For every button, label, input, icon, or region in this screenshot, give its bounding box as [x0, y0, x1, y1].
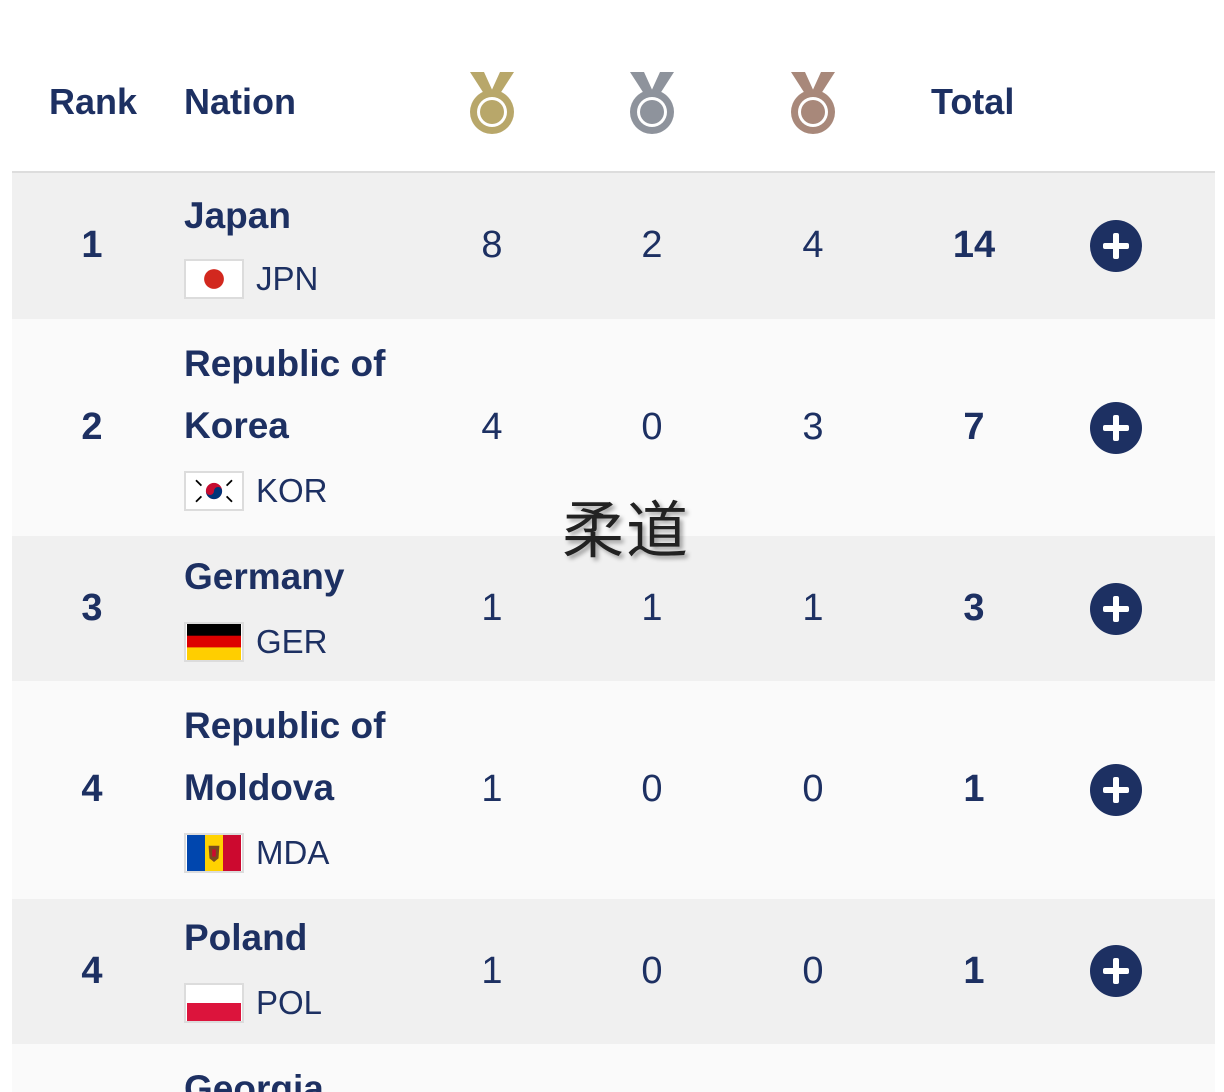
expand-row-button[interactable] — [1090, 220, 1142, 272]
gold-count: 1 — [481, 950, 503, 992]
table-row: 4 Poland POL 1 0 0 1 — [12, 899, 1215, 1044]
silver-count: 2 — [641, 224, 663, 266]
silver-count: 0 — [641, 768, 663, 810]
bronze-count: 0 — [802, 768, 824, 810]
gold-count: 8 — [481, 224, 503, 266]
silver-medal-icon — [630, 72, 674, 134]
table-row: 3 Germany GER 1 1 1 3 — [12, 536, 1215, 681]
silver-count: 1 — [641, 587, 663, 629]
expand-row-button[interactable] — [1090, 402, 1142, 454]
kor-flag-icon — [184, 471, 244, 511]
gold-count: 1 — [481, 587, 503, 629]
total-count: 1 — [963, 950, 985, 992]
nation-name[interactable]: Japan — [184, 195, 291, 236]
country-code: POL — [256, 984, 323, 1021]
jpn-flag-icon — [184, 259, 244, 299]
medal-table: 1 Japan JPN 8 2 4 14 2 Republic of Korea — [12, 171, 1215, 1092]
rank-cell: 4 — [81, 768, 103, 810]
bronze-count: 1 — [802, 587, 824, 629]
gold-medal-icon — [470, 72, 514, 134]
gold-count: 4 — [481, 406, 503, 448]
table-row: 4 Republic of Moldova MDA 1 0 0 1 — [12, 681, 1215, 899]
gold-count: 1 — [481, 768, 503, 810]
rank-cell: 4 — [81, 950, 103, 992]
table-header: Rank Nation Total — [0, 0, 1224, 170]
rank-cell: 2 — [81, 406, 103, 448]
mda-flag-icon — [184, 833, 244, 873]
country-code: JPN — [256, 260, 319, 297]
rank-cell: 1 — [81, 224, 103, 266]
total-count: 1 — [963, 768, 985, 810]
total-count: 3 — [963, 587, 985, 629]
country-code: MDA — [256, 834, 330, 871]
expand-row-button[interactable] — [1090, 764, 1142, 816]
table-row: 2 Republic of Korea KOR 4 0 3 — [12, 319, 1215, 536]
bronze-count: 3 — [802, 406, 824, 448]
nation-name[interactable]: Germany — [184, 556, 345, 597]
bronze-count: 0 — [802, 950, 824, 992]
nation-name[interactable]: Republic of Korea — [184, 343, 386, 446]
expand-row-button[interactable] — [1090, 945, 1142, 997]
silver-count: 0 — [641, 406, 663, 448]
silver-count: 0 — [641, 950, 663, 992]
total-column-header: Total — [931, 81, 1015, 122]
nation-name[interactable]: Poland — [184, 917, 308, 958]
judo-watermark-text: 柔道 — [562, 494, 691, 567]
bronze-medal-icon — [791, 72, 835, 134]
nation-name[interactable]: Georgia — [184, 1068, 324, 1092]
nation-column-header: Nation — [184, 81, 296, 122]
country-code: KOR — [256, 472, 328, 509]
table-row: 1 Japan JPN 8 2 4 14 — [12, 173, 1215, 319]
bronze-count: 4 — [802, 224, 824, 266]
country-code: GER — [256, 623, 328, 660]
total-count: 14 — [952, 224, 996, 266]
table-row: Georgia — [12, 1044, 1215, 1092]
rank-cell: 3 — [81, 587, 103, 629]
ger-flag-icon — [184, 622, 244, 662]
pol-flag-icon — [184, 983, 244, 1023]
nation-name[interactable]: Republic of Moldova — [184, 705, 386, 808]
total-count: 7 — [963, 406, 985, 448]
expand-row-button[interactable] — [1090, 583, 1142, 635]
rank-column-header: Rank — [49, 81, 138, 122]
